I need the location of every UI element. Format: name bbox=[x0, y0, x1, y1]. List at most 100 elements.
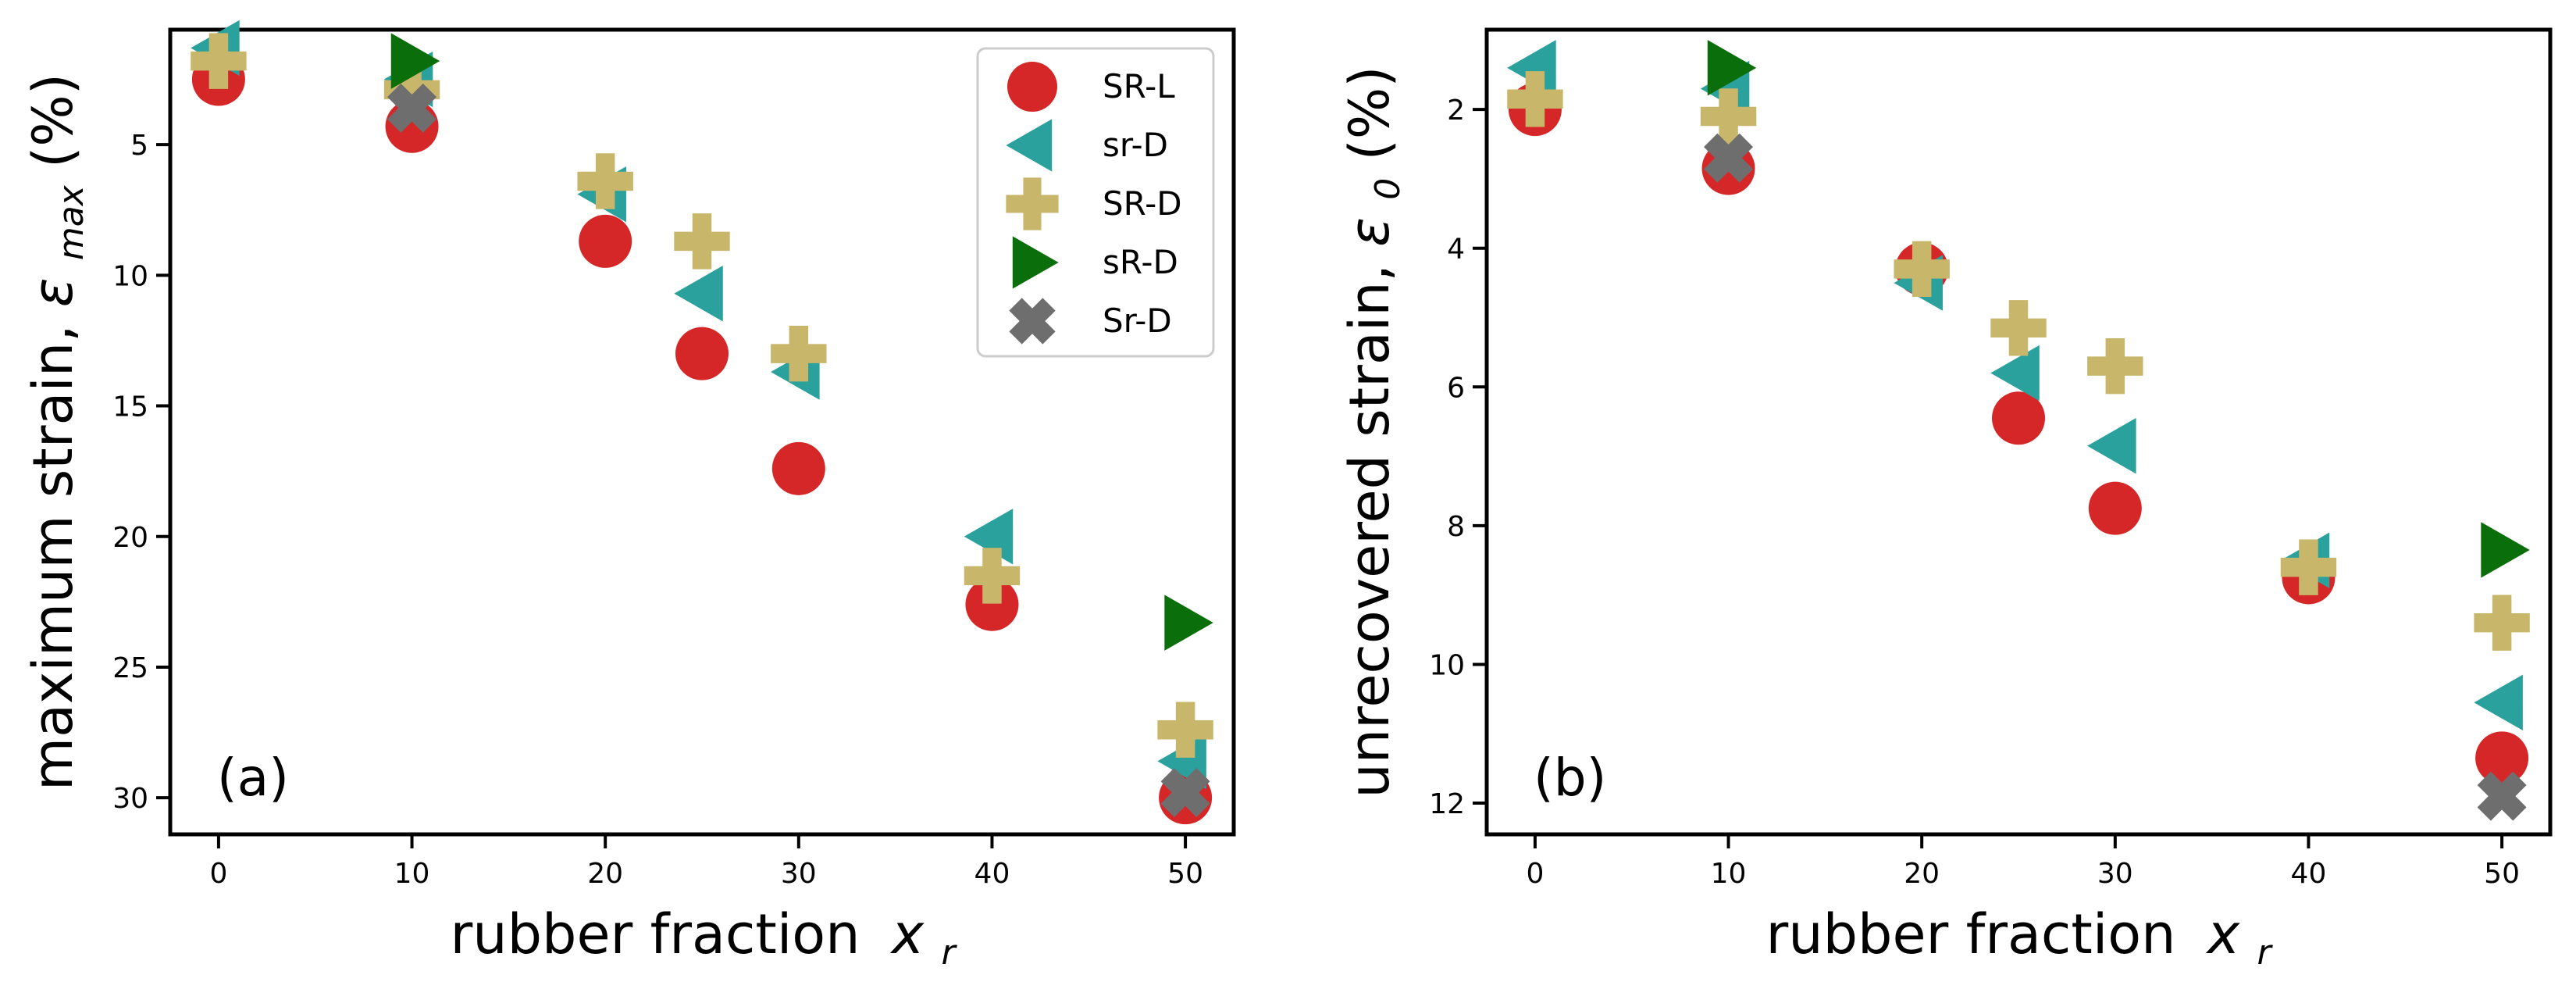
marker-sr-d bbox=[1507, 71, 1563, 127]
panel-b: 0 10 20 30 40 50 2 4 6 8 10 12 (b) rubber fraction… bbox=[1338, 27, 2553, 973]
marker-sr-d bbox=[2087, 337, 2143, 395]
marker-sr-d bbox=[674, 213, 730, 270]
marker-sr-d bbox=[1990, 345, 2040, 402]
legend-markers bbox=[1006, 62, 1059, 345]
x-axis-symbol: x bbox=[890, 902, 925, 966]
marker-sr-d bbox=[2481, 522, 2530, 578]
legend: SR-L sr-D SR-D sR-D Sr-D bbox=[976, 47, 1215, 358]
x-tick-label: 20 bbox=[1904, 858, 1940, 890]
legend-label-sr-d-capital: Sr-D bbox=[1103, 302, 1172, 340]
y-ticks: 5 10 15 20 25 30 bbox=[112, 130, 170, 815]
marker-sr-d bbox=[1990, 300, 2047, 356]
y-axis-subscript: max bbox=[52, 184, 91, 260]
x-axis-symbol: x bbox=[2206, 902, 2240, 966]
y-axis-symbol: ε bbox=[1338, 217, 1402, 247]
x-axis-subscript: r bbox=[2257, 933, 2273, 973]
y-tick-label: 10 bbox=[1429, 649, 1465, 681]
marker-sr-l bbox=[771, 441, 825, 495]
x-ticks: 0 10 20 30 40 50 bbox=[1526, 834, 2520, 890]
plot-frame bbox=[168, 27, 1236, 837]
data-marks bbox=[1507, 40, 2530, 821]
marker-sr-l bbox=[2088, 481, 2142, 535]
y-axis-title-text: unrecovered strain, bbox=[1338, 247, 1402, 798]
y-tick-label: 30 bbox=[112, 783, 148, 815]
legend-label-sr-d-lower: sr-D bbox=[1103, 126, 1168, 164]
x-tick-label: 10 bbox=[1711, 858, 1747, 890]
data-marks bbox=[191, 20, 1213, 825]
x-axis-title-text: rubber fraction bbox=[1765, 902, 2175, 966]
y-axis-unit: (%) bbox=[1338, 66, 1402, 160]
marker-sr-d bbox=[674, 266, 723, 322]
marker-sr-d bbox=[2087, 418, 2136, 474]
marker-sr-d bbox=[2280, 539, 2337, 595]
x-axis-subscript: r bbox=[941, 933, 957, 973]
x-axis-title-text: rubber fraction bbox=[450, 902, 860, 966]
marker-sr-d bbox=[387, 83, 437, 133]
x-tick-label: 30 bbox=[781, 858, 817, 890]
y-tick-label: 5 bbox=[130, 130, 148, 162]
marker-sr-d bbox=[771, 325, 827, 382]
y-tick-label: 25 bbox=[112, 652, 148, 684]
marker-sr-l bbox=[579, 214, 632, 268]
y-tick-label: 15 bbox=[112, 391, 148, 423]
legend-marker-sr-l bbox=[1007, 62, 1057, 112]
marker-sr-d bbox=[577, 153, 633, 209]
x-tick-label: 40 bbox=[974, 858, 1010, 890]
marker-sr-d bbox=[1704, 133, 1754, 183]
marker-sr-d bbox=[1700, 88, 1757, 145]
x-tick-label: 50 bbox=[2484, 858, 2520, 890]
y-axis-symbol: ε bbox=[21, 277, 85, 307]
marker-sr-d bbox=[383, 62, 440, 118]
marker-sr-l bbox=[965, 577, 1019, 631]
y-axis-title: maximum strain, ε max (%) bbox=[21, 73, 96, 791]
x-tick-label: 50 bbox=[1167, 858, 1203, 890]
x-tick-label: 40 bbox=[2291, 858, 2327, 890]
panel-a: 0 10 20 30 40 50 5 10 15 20 25 30 (a) rubber fract… bbox=[21, 20, 1236, 973]
x-tick-label: 0 bbox=[209, 858, 227, 890]
x-tick-label: 10 bbox=[394, 858, 430, 890]
x-axis-title: rubber fraction x r bbox=[1765, 902, 2273, 973]
y-tick-label: 4 bbox=[1447, 234, 1465, 266]
y-tick-label: 12 bbox=[1429, 788, 1465, 820]
marker-sr-d bbox=[191, 33, 247, 89]
y-axis-subscript: 0 bbox=[1368, 178, 1408, 200]
x-axis-title: rubber fraction x r bbox=[450, 902, 957, 973]
x-tick-label: 30 bbox=[2097, 858, 2133, 890]
panel-label: (a) bbox=[217, 748, 289, 808]
y-tick-label: 2 bbox=[1447, 95, 1465, 127]
panel-label: (b) bbox=[1534, 748, 1606, 808]
legend-marker-sr-d bbox=[1006, 177, 1059, 230]
y-ticks: 2 4 6 8 10 12 bbox=[1429, 95, 1487, 820]
legend-label-sr-d-upper: SR-D bbox=[1103, 184, 1182, 223]
marker-sr-d bbox=[1707, 40, 1757, 96]
marker-sr-l bbox=[675, 327, 729, 380]
y-tick-label: 10 bbox=[112, 260, 148, 292]
x-tick-label: 0 bbox=[1526, 858, 1544, 890]
marker-sr-d bbox=[2474, 595, 2530, 651]
plot-frame bbox=[1484, 27, 2553, 837]
marker-sr-d bbox=[390, 33, 440, 89]
marker-sr-d bbox=[964, 548, 1021, 604]
legend-frame bbox=[976, 47, 1215, 358]
x-ticks: 0 10 20 30 40 50 bbox=[209, 834, 1203, 890]
y-axis-title: unrecovered strain, ε 0 (%) bbox=[1338, 66, 1413, 798]
marker-sr-l bbox=[2475, 731, 2529, 785]
marker-sr-d bbox=[2477, 771, 2527, 821]
legend-label-sr-l: SR-L bbox=[1103, 67, 1175, 105]
marker-sr-d bbox=[1160, 767, 1210, 817]
legend-marker-sr-d bbox=[1012, 236, 1059, 289]
marker-sr-d bbox=[1157, 702, 1213, 758]
marker-sr-d bbox=[2474, 674, 2523, 730]
marker-sr-l bbox=[1992, 391, 2045, 445]
legend-marker-sr-d bbox=[1009, 298, 1056, 345]
y-axis-title-text: maximum strain, bbox=[21, 307, 85, 791]
y-axis-unit: (%) bbox=[21, 73, 85, 168]
x-tick-label: 20 bbox=[587, 858, 623, 890]
legend-label-sr-d-mixed: sR-D bbox=[1103, 243, 1178, 281]
y-tick-label: 8 bbox=[1447, 511, 1465, 543]
y-tick-label: 6 bbox=[1447, 372, 1465, 404]
marker-sr-d bbox=[1164, 595, 1213, 651]
marker-sr-d bbox=[1894, 241, 1950, 298]
y-tick-label: 20 bbox=[112, 522, 148, 554]
